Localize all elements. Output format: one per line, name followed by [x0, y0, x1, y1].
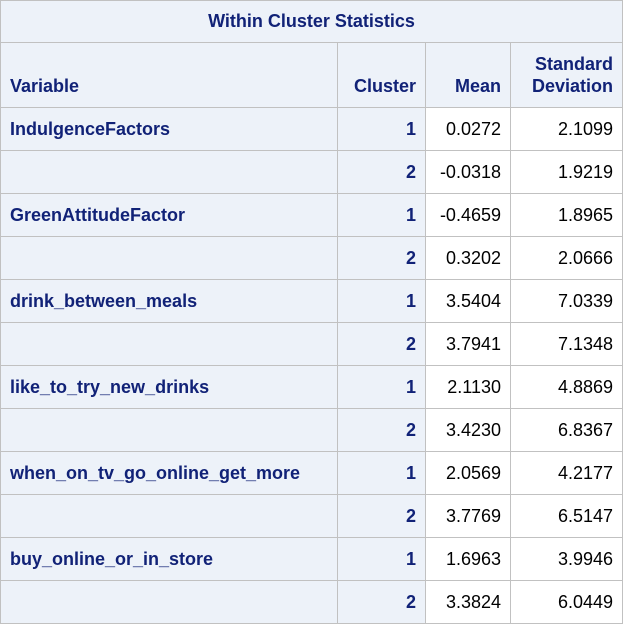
variable-cell: GreenAttitudeFactor [0, 193, 338, 237]
table-row: 2 3.3824 6.0449 [0, 580, 623, 624]
table-row: 2 3.7769 6.5147 [0, 494, 623, 538]
standard-deviation-cell: 1.9219 [510, 150, 623, 194]
cluster-cell: 1 [337, 107, 426, 151]
mean-cell: 3.4230 [425, 408, 511, 452]
table-row: 2 3.7941 7.1348 [0, 322, 623, 366]
mean-cell: 3.7769 [425, 494, 511, 538]
header-mean: Mean [425, 42, 511, 108]
mean-cell: 2.0569 [425, 451, 511, 495]
mean-cell: 2.1130 [425, 365, 511, 409]
variable-cell [0, 322, 338, 366]
table-row: 2 0.3202 2.0666 [0, 236, 623, 280]
cluster-cell: 2 [337, 494, 426, 538]
variable-cell: like_to_try_new_drinks [0, 365, 338, 409]
standard-deviation-cell: 1.8965 [510, 193, 623, 237]
cluster-cell: 2 [337, 150, 426, 194]
cluster-cell: 1 [337, 537, 426, 581]
table-row: when_on_tv_go_online_get_more 1 2.0569 4.21… [0, 451, 623, 495]
cluster-cell: 2 [337, 322, 426, 366]
variable-cell [0, 408, 338, 452]
header-cluster: Cluster [337, 42, 426, 108]
header-sd-line1: Standard [534, 54, 613, 74]
variable-cell: drink_between_meals [0, 279, 338, 323]
header-variable: Variable [0, 42, 338, 108]
standard-deviation-cell: 3.9946 [510, 537, 623, 581]
standard-deviation-cell: 6.5147 [510, 494, 623, 538]
variable-cell: when_on_tv_go_online_get_more [0, 451, 338, 495]
header-standard-deviation: Standard Deviation [510, 42, 623, 108]
table-title: Within Cluster Statistics [0, 0, 623, 43]
table-row: IndulgenceFactors 1 0.0272 2.1099 [0, 107, 623, 151]
standard-deviation-cell: 2.0666 [510, 236, 623, 280]
cluster-cell: 2 [337, 236, 426, 280]
variable-cell: buy_online_or_in_store [0, 537, 338, 581]
standard-deviation-cell: 7.0339 [510, 279, 623, 323]
standard-deviation-cell: 6.0449 [510, 580, 623, 624]
mean-cell: -0.4659 [425, 193, 511, 237]
mean-cell: 1.6963 [425, 537, 511, 581]
header-sd-line2: Deviation [531, 76, 613, 96]
mean-cell: 3.3824 [425, 580, 511, 624]
table-row: 2 3.4230 6.8367 [0, 408, 623, 452]
variable-cell: IndulgenceFactors [0, 107, 338, 151]
table-row: GreenAttitudeFactor 1 -0.4659 1.8965 [0, 193, 623, 237]
cluster-cell: 2 [337, 408, 426, 452]
mean-cell: -0.0318 [425, 150, 511, 194]
table-row: like_to_try_new_drinks 1 2.1130 4.8869 [0, 365, 623, 409]
table-body: IndulgenceFactors 1 0.0272 2.1099 2 -0.0318 1.… [0, 107, 623, 624]
cluster-cell: 1 [337, 365, 426, 409]
standard-deviation-cell: 7.1348 [510, 322, 623, 366]
variable-cell [0, 236, 338, 280]
cluster-cell: 1 [337, 451, 426, 495]
mean-cell: 3.5404 [425, 279, 511, 323]
standard-deviation-cell: 4.2177 [510, 451, 623, 495]
table-row: buy_online_or_in_store 1 1.6963 3.9946 [0, 537, 623, 581]
cluster-cell: 2 [337, 580, 426, 624]
mean-cell: 0.0272 [425, 107, 511, 151]
mean-cell: 3.7941 [425, 322, 511, 366]
variable-cell [0, 494, 338, 538]
cluster-cell: 1 [337, 193, 426, 237]
standard-deviation-cell: 2.1099 [510, 107, 623, 151]
variable-cell [0, 150, 338, 194]
standard-deviation-cell: 6.8367 [510, 408, 623, 452]
variable-cell [0, 580, 338, 624]
table-row: drink_between_meals 1 3.5404 7.0339 [0, 279, 623, 323]
standard-deviation-cell: 4.8869 [510, 365, 623, 409]
table-row: 2 -0.0318 1.9219 [0, 150, 623, 194]
mean-cell: 0.3202 [425, 236, 511, 280]
cluster-cell: 1 [337, 279, 426, 323]
